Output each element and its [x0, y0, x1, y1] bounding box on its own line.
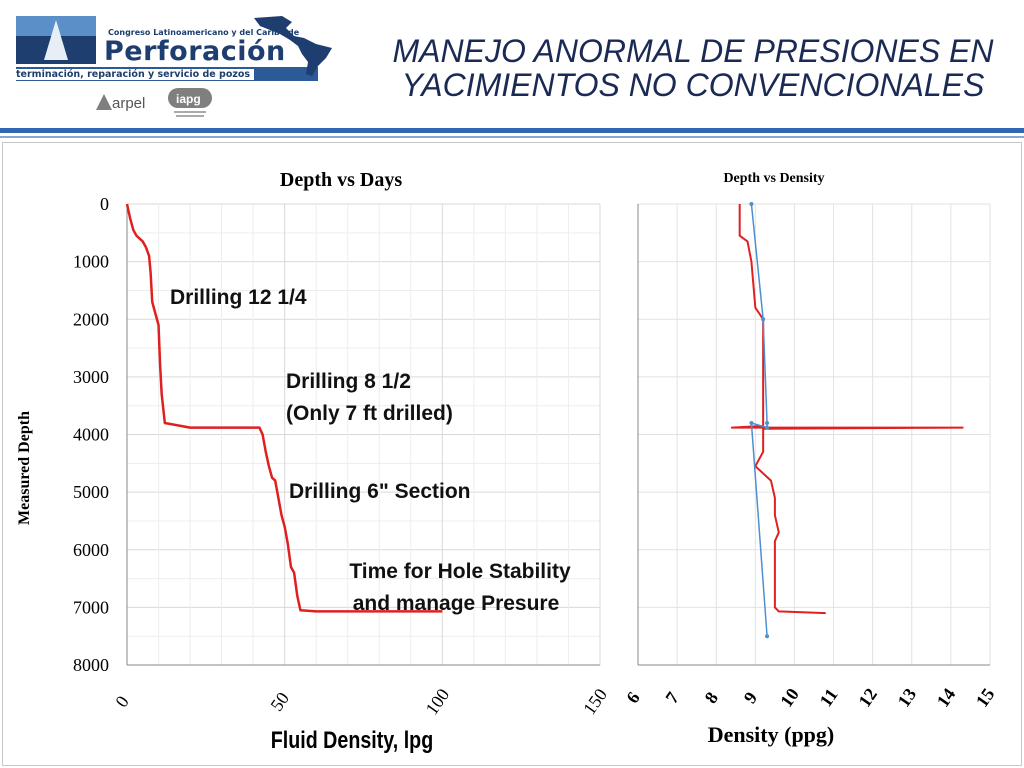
chart2-x-tick-label: 14: [933, 684, 960, 710]
chart2-x-tick-label: 10: [776, 684, 803, 710]
slide-title-line2: YACIMIENTOS NO CONVENCIONALES: [401, 67, 985, 103]
chart-panel: [2, 142, 1022, 766]
chart1-series-line: [125, 203, 443, 613]
arpel-logo: arpel: [96, 94, 145, 112]
chart2-series-point: [761, 317, 766, 322]
chart2-series-point: [765, 634, 770, 639]
chart2-x-tick-label: 15: [972, 684, 999, 710]
chart1-y-tick-label: 4000: [73, 425, 109, 445]
slide-title: MANEJO ANORMAL DE PRESIONES EN YACIMIENT…: [378, 34, 1008, 102]
chart1-annotation: and manage Presure: [353, 592, 560, 615]
chart1-annotation: Drilling 12 1/4: [170, 286, 307, 309]
iapg-logo-text: iapg: [176, 92, 201, 106]
chart1-x-tick-label: 50: [266, 688, 293, 714]
chart1-y-tick-label: 3000: [73, 367, 109, 387]
chart2-x-tick-label: 13: [894, 684, 921, 710]
chart2-x-tick-label: 11: [816, 685, 842, 710]
chart1-y-tick-label: 7000: [73, 597, 109, 617]
chart1-title: Depth vs Days: [280, 169, 402, 191]
chart1-y-tick-label: 2000: [73, 309, 109, 329]
chart2-series-point: [765, 425, 770, 430]
chart2-series-point: [749, 202, 754, 206]
chart2-x-tick-label: 9: [740, 688, 762, 707]
chart2-series-point: [749, 420, 754, 425]
chart1-y-tick-label: 6000: [73, 540, 109, 560]
slide-header: Congreso Latinoamericano y del Caribe de…: [0, 0, 1024, 128]
chart1-y-tick-label: 5000: [73, 482, 109, 502]
chart2-x-tick-label: 6: [622, 688, 644, 707]
chart2-x-axis-label: Density (ppg): [708, 722, 835, 747]
americas-map-icon: [254, 16, 332, 76]
chart1-x-axis-label: Fluid Density, lpg: [271, 726, 433, 753]
perforacion-logo-icon: [16, 16, 96, 64]
chart1-y-tick-label: 1000: [73, 252, 109, 272]
chart2-series-point: [765, 420, 770, 425]
chart2-x-tick-label: 8: [701, 688, 723, 707]
chart2-x-tick-label: 7: [661, 688, 683, 707]
chart2-series-line: [730, 204, 964, 615]
header-rule: [0, 128, 1024, 133]
chart1-y-tick-label: 8000: [73, 655, 109, 675]
chart1-annotation: (Only 7 ft drilled): [286, 402, 453, 425]
logo-big-text: Perforación: [104, 36, 286, 67]
chart1-x-tick-label: 150: [579, 685, 611, 719]
logo-small-text: Congreso Latinoamericano y del Caribe de: [108, 28, 300, 37]
chart1-x-tick-label: 100: [421, 685, 453, 719]
chart1-annotation: Drilling 6" Section: [289, 480, 470, 503]
slide-title-line1: MANEJO ANORMAL DE PRESIONES EN: [392, 33, 994, 69]
chart1-annotation: Drilling 8 1/2: [286, 370, 411, 393]
chart2-series-line: [750, 203, 768, 637]
chart1-x-tick-label: 0: [111, 692, 133, 711]
chart1-y-tick-label: 0: [100, 194, 109, 214]
iapg-logo: iapg: [168, 88, 212, 117]
chart2-title: Depth vs Density: [723, 171, 824, 186]
header-rule-thin: [0, 136, 1024, 138]
chart1-y-axis-label: Measured Depth: [16, 411, 33, 525]
chart1-annotation: Time for Hole Stability: [349, 560, 571, 583]
chart2-x-tick-label: 12: [854, 684, 881, 710]
logo-subtitle: terminación, reparación y servicio de po…: [16, 69, 255, 80]
arpel-logo-text: arpel: [112, 95, 145, 112]
